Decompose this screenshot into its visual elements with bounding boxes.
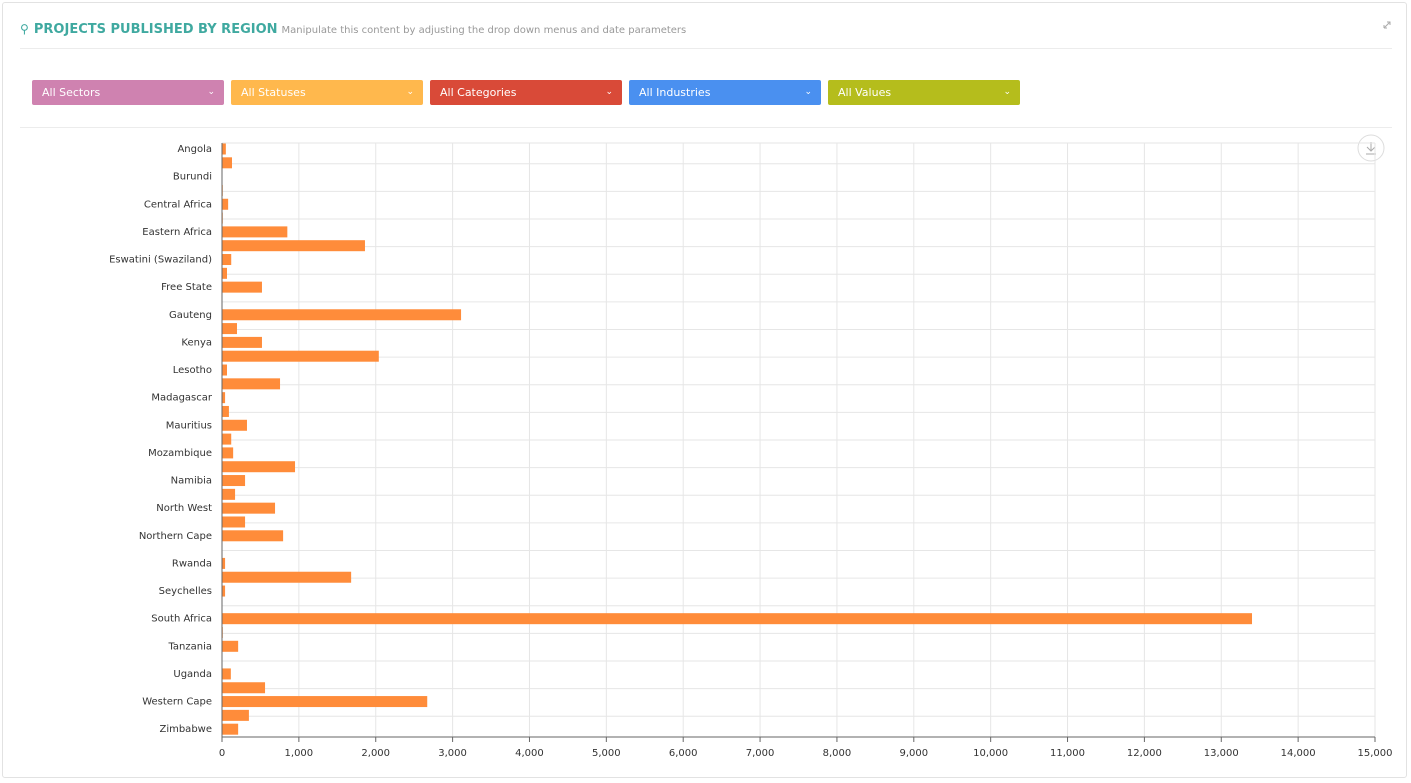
title: PROJECTS PUBLISHED BY REGION [33,22,278,37]
caret: ⌄ [406,87,414,97]
pin-icon: ⚲ [20,22,29,36]
bar [222,419,247,431]
bar [222,350,379,362]
bar [222,488,236,500]
x-tick-label: 9,000 [899,748,928,759]
filter-label: All Industries [639,86,711,99]
caret: ⌄ [207,87,215,97]
bar [222,585,226,597]
x-tick-label: 10,000 [973,748,1008,759]
filter-label: All Categories [440,86,517,99]
y-tick-label: Zimbabwe [159,724,212,735]
bar [222,336,262,348]
filter-dropdown[interactable]: All Values ⌄ [828,80,1020,105]
bar [222,668,231,680]
expand-icon[interactable] [1383,21,1391,29]
bar [222,226,288,238]
x-tick-label: 4,000 [515,748,544,759]
y-tick-label: Lesotho [173,365,212,376]
x-tick-label: 5,000 [592,748,621,759]
caret: ⌄ [804,87,812,97]
bar [222,254,232,266]
y-tick-label: Eswatini (Swaziland) [109,255,212,266]
y-tick-label: Northern Cape [139,531,212,542]
bar [222,709,249,721]
filter-label: All Values [838,86,892,99]
y-tick-label: Central Africa [144,199,212,210]
bar [222,613,1253,625]
y-tick-label: Gauteng [169,310,212,321]
bar [222,502,276,514]
y-tick-label: Mozambique [148,448,212,459]
bar [222,640,239,652]
bar [222,530,284,542]
x-tick-label: 3,000 [438,748,467,759]
bar [222,461,296,473]
bar [222,392,226,404]
filter-dropdown[interactable]: All Industries ⌄ [629,80,821,105]
filter-label: All Sectors [42,86,101,99]
y-tick-label: Uganda [173,669,212,680]
y-tick-label: Western Cape [142,697,212,708]
x-tick-label: 12,000 [1127,748,1162,759]
filter-dropdown[interactable]: All Sectors ⌄ [32,80,224,105]
bar [222,433,232,445]
divider [20,127,1392,128]
x-tick-label: 0 [219,748,225,759]
y-tick-label: Free State [161,282,212,293]
subtitle: Manipulate this content by adjusting the… [281,25,687,36]
x-tick-label: 11,000 [1050,748,1085,759]
caret: ⌄ [1003,87,1011,97]
bar [222,682,266,694]
y-tick-label: Angola [177,144,212,155]
x-tick-label: 13,000 [1204,748,1239,759]
filter-dropdown[interactable]: All Categories ⌄ [430,80,622,105]
filter-dropdown[interactable]: All Statuses ⌄ [231,80,423,105]
bar [222,405,229,417]
y-tick-label: Burundi [173,172,212,183]
y-tick-label: Namibia [171,476,212,487]
y-tick-label: North West [156,503,212,514]
filter-label: All Statuses [241,86,306,99]
bar [222,447,234,459]
bar [222,143,226,155]
divider [20,48,1392,49]
x-tick-label: 2,000 [361,748,390,759]
y-tick-label: Seychelles [159,586,212,597]
x-tick-label: 8,000 [823,748,852,759]
bar [222,571,352,583]
y-tick-label: Tanzania [167,641,212,652]
x-tick-label: 6,000 [669,748,698,759]
bar [222,281,262,293]
bar [222,157,232,169]
caret: ⌄ [605,87,613,97]
y-tick-label: Madagascar [151,393,213,404]
x-tick-label: 15,000 [1358,748,1393,759]
y-tick-label: Rwanda [172,558,212,569]
y-tick-label: Kenya [181,337,212,348]
x-tick-label: 7,000 [746,748,775,759]
bar [222,309,462,321]
y-tick-label: Mauritius [166,420,212,431]
bar [222,240,365,252]
bar [222,323,237,335]
y-tick-label: Eastern Africa [142,227,212,238]
bar [222,516,246,528]
bar [222,267,227,279]
bar [222,378,281,390]
header: ⚲ PROJECTS PUBLISHED BY REGION Manipulate… [20,18,686,37]
bar [222,723,239,735]
x-tick-label: 1,000 [285,748,314,759]
bar [222,696,428,708]
bar [222,475,246,487]
bar [222,198,229,210]
bar [222,364,227,376]
y-tick-label: South Africa [151,614,212,625]
bar [222,557,226,569]
x-tick-label: 14,000 [1281,748,1316,759]
